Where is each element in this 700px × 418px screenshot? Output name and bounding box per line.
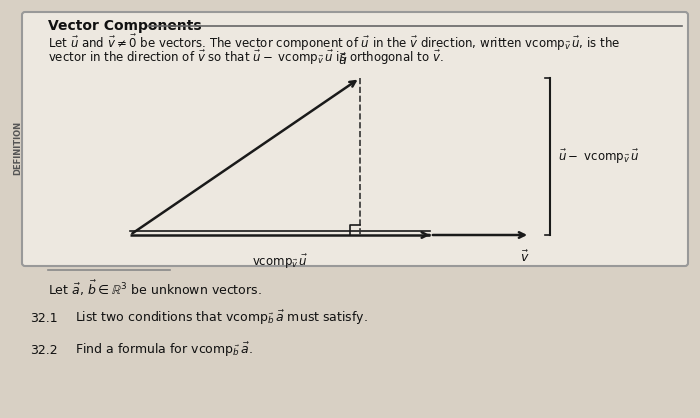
Text: Let $\vec{u}$ and $\vec{v} \neq \vec{0}$ be vectors. The vector component of $\v: Let $\vec{u}$ and $\vec{v} \neq \vec{0}$… xyxy=(48,33,620,53)
Text: $\vec{v}$: $\vec{v}$ xyxy=(520,250,530,265)
Text: 32.2: 32.2 xyxy=(30,344,57,357)
Text: 32.1: 32.1 xyxy=(30,311,57,324)
FancyBboxPatch shape xyxy=(22,12,688,266)
Text: vcomp$_{\vec{v}}\,\vec{u}$: vcomp$_{\vec{v}}\,\vec{u}$ xyxy=(252,253,308,271)
Text: DEFINITION: DEFINITION xyxy=(13,121,22,175)
Text: $\vec{u} -$ vcomp$_{\vec{v}}\,\vec{u}$: $\vec{u} -$ vcomp$_{\vec{v}}\,\vec{u}$ xyxy=(558,148,639,166)
Text: Find a formula for vcomp$_{\vec{b}}\,\vec{a}$.: Find a formula for vcomp$_{\vec{b}}\,\ve… xyxy=(75,341,253,359)
Text: vector in the direction of $\vec{v}$ so that $\vec{u} -$ vcomp$_{\vec{v}}\,\vec{: vector in the direction of $\vec{v}$ so … xyxy=(48,49,444,67)
Text: Let $\vec{a},\,\vec{b} \in \mathbb{R}^3$ be unknown vectors.: Let $\vec{a},\,\vec{b} \in \mathbb{R}^3$… xyxy=(48,278,262,298)
Text: $\vec{u}$: $\vec{u}$ xyxy=(339,53,348,68)
Text: Vector Components: Vector Components xyxy=(48,19,202,33)
Text: List two conditions that vcomp$_{\vec{b}}\,\vec{a}$ must satisfy.: List two conditions that vcomp$_{\vec{b}… xyxy=(75,309,368,327)
